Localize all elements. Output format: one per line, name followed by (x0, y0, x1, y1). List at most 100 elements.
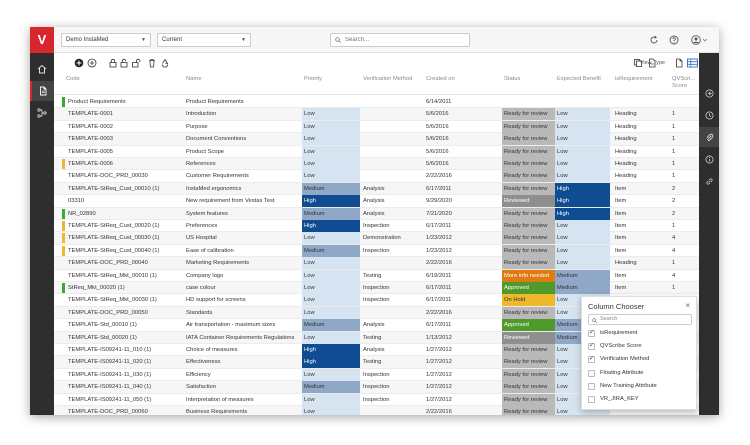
status-cell[interactable]: Ready for review (502, 344, 555, 356)
priority-cell[interactable]: Low (302, 257, 360, 270)
verification-cell[interactable]: Inspection (363, 285, 390, 291)
created-cell[interactable]: 2/22/2016 (426, 260, 452, 267)
status-cell[interactable]: Ready for review (502, 207, 555, 220)
info-icon[interactable] (699, 149, 719, 169)
code-cell[interactable]: TEMPLATE-0005 (68, 148, 113, 155)
verification-cell[interactable]: Inspection (363, 396, 390, 403)
name-cell[interactable]: Company logo (186, 272, 224, 279)
name-cell[interactable]: Standards (186, 309, 213, 316)
priority-cell[interactable]: High (302, 356, 360, 369)
score-cell[interactable]: 1 (672, 111, 676, 118)
isrequirement-cell[interactable]: Heading (615, 148, 637, 155)
table-row[interactable]: TEMPLATE-StReq_Mkt_00010 (1) Company logo… (54, 269, 699, 282)
code-cell[interactable]: TEMPLATE-StReq_Cust_00020 (1) (68, 223, 160, 229)
code-cell[interactable]: TEMPLATE-0006 (68, 161, 113, 167)
name-cell[interactable]: System features (186, 210, 228, 217)
status-cell[interactable]: Ready for review (502, 120, 555, 133)
name-cell[interactable]: Customer Requirements (186, 173, 249, 180)
name-cell[interactable]: Product Scope (186, 148, 225, 155)
code-cell[interactable]: Product Requirements (68, 99, 126, 105)
created-cell[interactable]: 1/23/2012 (426, 247, 452, 254)
verification-cell[interactable] (361, 108, 423, 120)
status-cell[interactable]: Ready for review (502, 406, 555, 415)
priority-cell[interactable]: Medium (302, 381, 360, 394)
isrequirement-cell[interactable]: Item (615, 247, 627, 254)
table-row[interactable]: TEMPLATE-0005 Product Scope Low 5/6/2016 Rea… (54, 145, 699, 158)
isrequirement-cell[interactable]: Heading (615, 136, 637, 143)
table-row[interactable]: TEMPLATE-StReq_Cust_00010 (1) InstaMed er… (54, 182, 699, 196)
table-row[interactable]: TEMPLATE-0003 Document Conventions Low 5/6/… (54, 133, 699, 146)
priority-cell[interactable]: Low (302, 406, 360, 415)
created-cell[interactable]: 1/27/2012 (426, 371, 452, 378)
verification-cell[interactable]: Analysis (363, 322, 385, 329)
isrequirement-cell[interactable]: Heading (615, 123, 637, 130)
name-cell[interactable]: Choice of measures (186, 347, 238, 353)
code-cell[interactable]: TEMPLATE-Std_00020 (1) (68, 334, 137, 341)
benefit-cell[interactable]: Low (555, 257, 610, 270)
benefit-cell[interactable] (555, 96, 610, 108)
lock-icon[interactable] (108, 58, 118, 68)
benefit-cell[interactable]: High (555, 195, 610, 208)
add-child-icon[interactable] (87, 58, 97, 68)
add-filled-icon[interactable] (74, 58, 84, 68)
isrequirement-cell[interactable] (613, 96, 669, 108)
attachment-icon[interactable] (699, 127, 719, 147)
priority-cell[interactable]: High (302, 220, 360, 232)
priority-cell[interactable]: Low (302, 331, 360, 344)
close-icon[interactable]: × (685, 301, 690, 310)
priority-cell[interactable]: Medium (302, 319, 360, 332)
code-cell[interactable]: TEMPLATE-DOC_PRD_00030 (68, 173, 148, 180)
verification-cell[interactable] (361, 406, 423, 415)
table-row[interactable]: TEMPLATE-StReq_Cust_00040 (1) Ease of cal… (54, 244, 699, 258)
home-icon[interactable] (30, 59, 54, 79)
created-cell[interactable]: 5/6/2016 (426, 123, 449, 130)
verification-cell[interactable]: Inspection (363, 247, 390, 254)
status-cell[interactable]: Ready for review (502, 356, 555, 369)
col-verification-header[interactable]: Verification Method (363, 76, 413, 82)
verification-cell[interactable] (361, 96, 423, 108)
status-cell[interactable]: Reviewed (502, 331, 555, 344)
priority-cell[interactable]: Low (302, 282, 360, 294)
status-cell[interactable]: Approved (502, 319, 555, 332)
search-box[interactable] (330, 33, 470, 47)
isrequirement-cell[interactable]: Item (615, 285, 627, 291)
name-cell[interactable]: InstaMed ergonomics (186, 185, 242, 192)
checkbox-checked[interactable]: ✓ (588, 330, 595, 337)
name-cell[interactable]: Introduction (186, 111, 217, 118)
benefit-cell[interactable]: Low (555, 145, 610, 158)
status-cell[interactable]: On Hold (502, 294, 555, 307)
isrequirement-cell[interactable]: Item (615, 272, 627, 279)
score-cell[interactable]: 1 (672, 223, 676, 229)
table-row[interactable]: NR_02890 System features Medium Analysis 7/2… (54, 207, 699, 220)
code-cell[interactable]: TEMPLATE-DOC_PRD_00040 (68, 260, 148, 267)
name-cell[interactable]: Satisfaction (186, 384, 216, 391)
score-cell[interactable]: 4 (672, 235, 676, 242)
status-cell[interactable]: Ready for review (502, 381, 555, 394)
created-cell[interactable]: 6/17/2011 (426, 285, 452, 291)
verification-cell[interactable]: Inspection (363, 371, 390, 378)
name-cell[interactable]: Marketing Requirements (186, 260, 250, 267)
priority-cell[interactable]: Low (302, 133, 360, 146)
verification-cell[interactable]: Analysis (363, 185, 385, 192)
code-cell[interactable]: TEMPLATE-0002 (68, 123, 113, 130)
created-cell[interactable]: 1/27/2012 (426, 384, 452, 391)
help-icon[interactable] (669, 35, 679, 45)
code-cell[interactable]: TEMPLATE-IS09241-11_010 (1) (68, 347, 152, 353)
status-cell[interactable]: Ready for review (502, 108, 555, 121)
col-priority-header[interactable]: Priority (304, 76, 323, 82)
score-cell[interactable]: 2 (672, 198, 676, 205)
created-cell[interactable]: 6/17/2011 (426, 223, 452, 229)
benefit-cell[interactable]: Low (555, 406, 610, 415)
col-benefit-header[interactable]: Expected Benefit (557, 76, 601, 82)
score-cell[interactable]: 2 (672, 210, 676, 217)
table-row[interactable]: Product Requirements Product Requirements… (54, 96, 699, 109)
verification-cell[interactable] (361, 133, 423, 145)
col-created-header[interactable]: Created on (426, 76, 455, 82)
status-cell[interactable]: Ready for review (502, 133, 555, 146)
created-cell[interactable]: 2/22/2016 (426, 409, 452, 415)
priority-cell[interactable]: High (302, 344, 360, 356)
name-cell[interactable]: Efficiency (186, 371, 211, 378)
column-option[interactable]: ✓ QVScribe Score (588, 341, 692, 353)
code-cell[interactable]: TEMPLATE-StReq_Cust_00040 (1) (68, 247, 160, 254)
user-avatar-icon[interactable] (691, 35, 701, 45)
